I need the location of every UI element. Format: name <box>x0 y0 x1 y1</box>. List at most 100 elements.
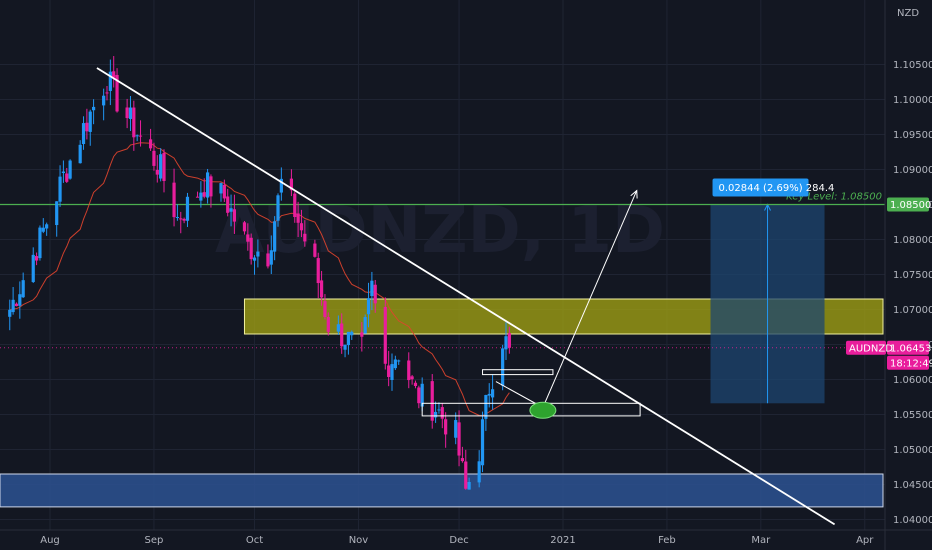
candle-body <box>78 144 82 164</box>
candle-body <box>269 250 273 265</box>
candle-body <box>299 223 304 231</box>
key-level-tag-text: 1.08500 <box>890 200 931 211</box>
candle-body <box>464 461 468 489</box>
candle-body <box>61 171 66 174</box>
current-price-tag-bg <box>887 340 929 355</box>
candle-body <box>340 323 344 347</box>
demand-zone <box>0 473 884 508</box>
candle-body <box>256 251 260 257</box>
y-tick-label: 1.10500 <box>893 60 932 71</box>
candle-body <box>45 224 49 229</box>
candle-body <box>85 122 89 132</box>
candle-body <box>487 393 491 396</box>
candle-body <box>504 336 508 350</box>
y-tick-label: 1.05500 <box>893 410 932 421</box>
x-tick-label: Oct <box>246 535 263 546</box>
countdown-tag-text: 18:12:49 <box>890 358 932 369</box>
candle-body <box>249 237 253 260</box>
candle-body <box>326 317 330 332</box>
candle-body <box>279 178 283 193</box>
descending-trendline[interactable] <box>96 67 836 526</box>
candle-body <box>484 395 488 419</box>
candle-body <box>417 387 421 404</box>
candle-body <box>457 422 461 456</box>
candle-body <box>14 303 19 307</box>
x-tick-label: Aug <box>40 535 60 546</box>
candle-body <box>11 299 15 313</box>
candle-body <box>242 222 247 232</box>
candle-body <box>289 178 294 191</box>
candle-body <box>65 173 69 182</box>
candle-body <box>21 280 25 298</box>
candle-body <box>360 332 364 337</box>
candle-body <box>346 331 351 346</box>
candle-body <box>41 227 45 232</box>
candle-body <box>209 176 213 197</box>
candle-body <box>343 344 347 350</box>
candle-body <box>125 107 129 119</box>
candle-body <box>222 184 226 199</box>
candle-body <box>199 192 203 201</box>
candle-body <box>477 461 481 483</box>
countdown-tag-bg <box>887 355 929 370</box>
candle-body <box>88 111 92 132</box>
candle-body <box>336 324 340 332</box>
candle-body <box>179 218 183 220</box>
x-tick-label: Dec <box>449 535 468 546</box>
candle-body <box>413 382 418 387</box>
candle-body <box>68 160 72 179</box>
candle-body <box>390 364 394 380</box>
retest-box-lower[interactable] <box>421 402 641 417</box>
candle-body <box>91 106 96 111</box>
candle-body <box>387 365 391 377</box>
projection-arrow[interactable] <box>542 190 638 408</box>
candle-body <box>501 348 505 386</box>
entry-marker-ellipse[interactable] <box>529 401 557 419</box>
candle-body <box>480 419 485 466</box>
y-tick-label: 1.09000 <box>893 165 932 176</box>
candle-body <box>219 183 223 194</box>
candle-body <box>135 135 139 137</box>
candle-body <box>185 196 190 221</box>
candle-body <box>273 221 277 252</box>
zones-layer: Key Level: 1.08500 <box>0 192 885 508</box>
candle-body <box>155 169 159 175</box>
current-price-tag-text: 1.06453 <box>890 343 931 354</box>
x-tick-label: Nov <box>349 535 369 546</box>
candle-body <box>205 172 210 198</box>
y-tick-label: 1.10000 <box>893 95 932 106</box>
candle-body <box>152 150 156 166</box>
y-tick-label: 1.04000 <box>893 515 932 526</box>
candle-body <box>172 182 176 218</box>
candle-body <box>430 381 434 421</box>
candle-body <box>407 360 411 381</box>
candle-body <box>202 192 206 197</box>
candle-body <box>303 233 307 242</box>
candle-body <box>108 71 112 91</box>
candle-body <box>363 317 367 334</box>
candle-body <box>232 209 237 222</box>
candle-body <box>138 135 143 137</box>
candle-body <box>182 218 186 221</box>
retest-box-upper[interactable] <box>482 369 554 376</box>
candle-body <box>410 376 414 380</box>
pullback-path[interactable] <box>495 381 544 408</box>
y-tick-label: 1.04500 <box>893 480 932 491</box>
symbol-watermark: AUDNZD, 1D <box>215 194 665 268</box>
ema-line <box>9 142 510 417</box>
countdown-tag: 18:12:49 <box>887 355 932 370</box>
drawings-layer[interactable] <box>96 67 836 526</box>
candle-body <box>454 420 458 438</box>
x-tick-label: Apr <box>856 535 874 546</box>
x-tick-label: Mar <box>751 535 771 546</box>
candle-body <box>460 458 465 462</box>
candle-body <box>105 92 109 94</box>
ema-layer <box>9 142 510 417</box>
candle-body <box>128 107 133 119</box>
key-level-label: Key Level: 1.08500 <box>786 192 882 203</box>
key-level-tag: 1.08500 <box>887 197 931 212</box>
currency-label: NZD <box>897 8 919 19</box>
candle-body <box>266 253 270 267</box>
